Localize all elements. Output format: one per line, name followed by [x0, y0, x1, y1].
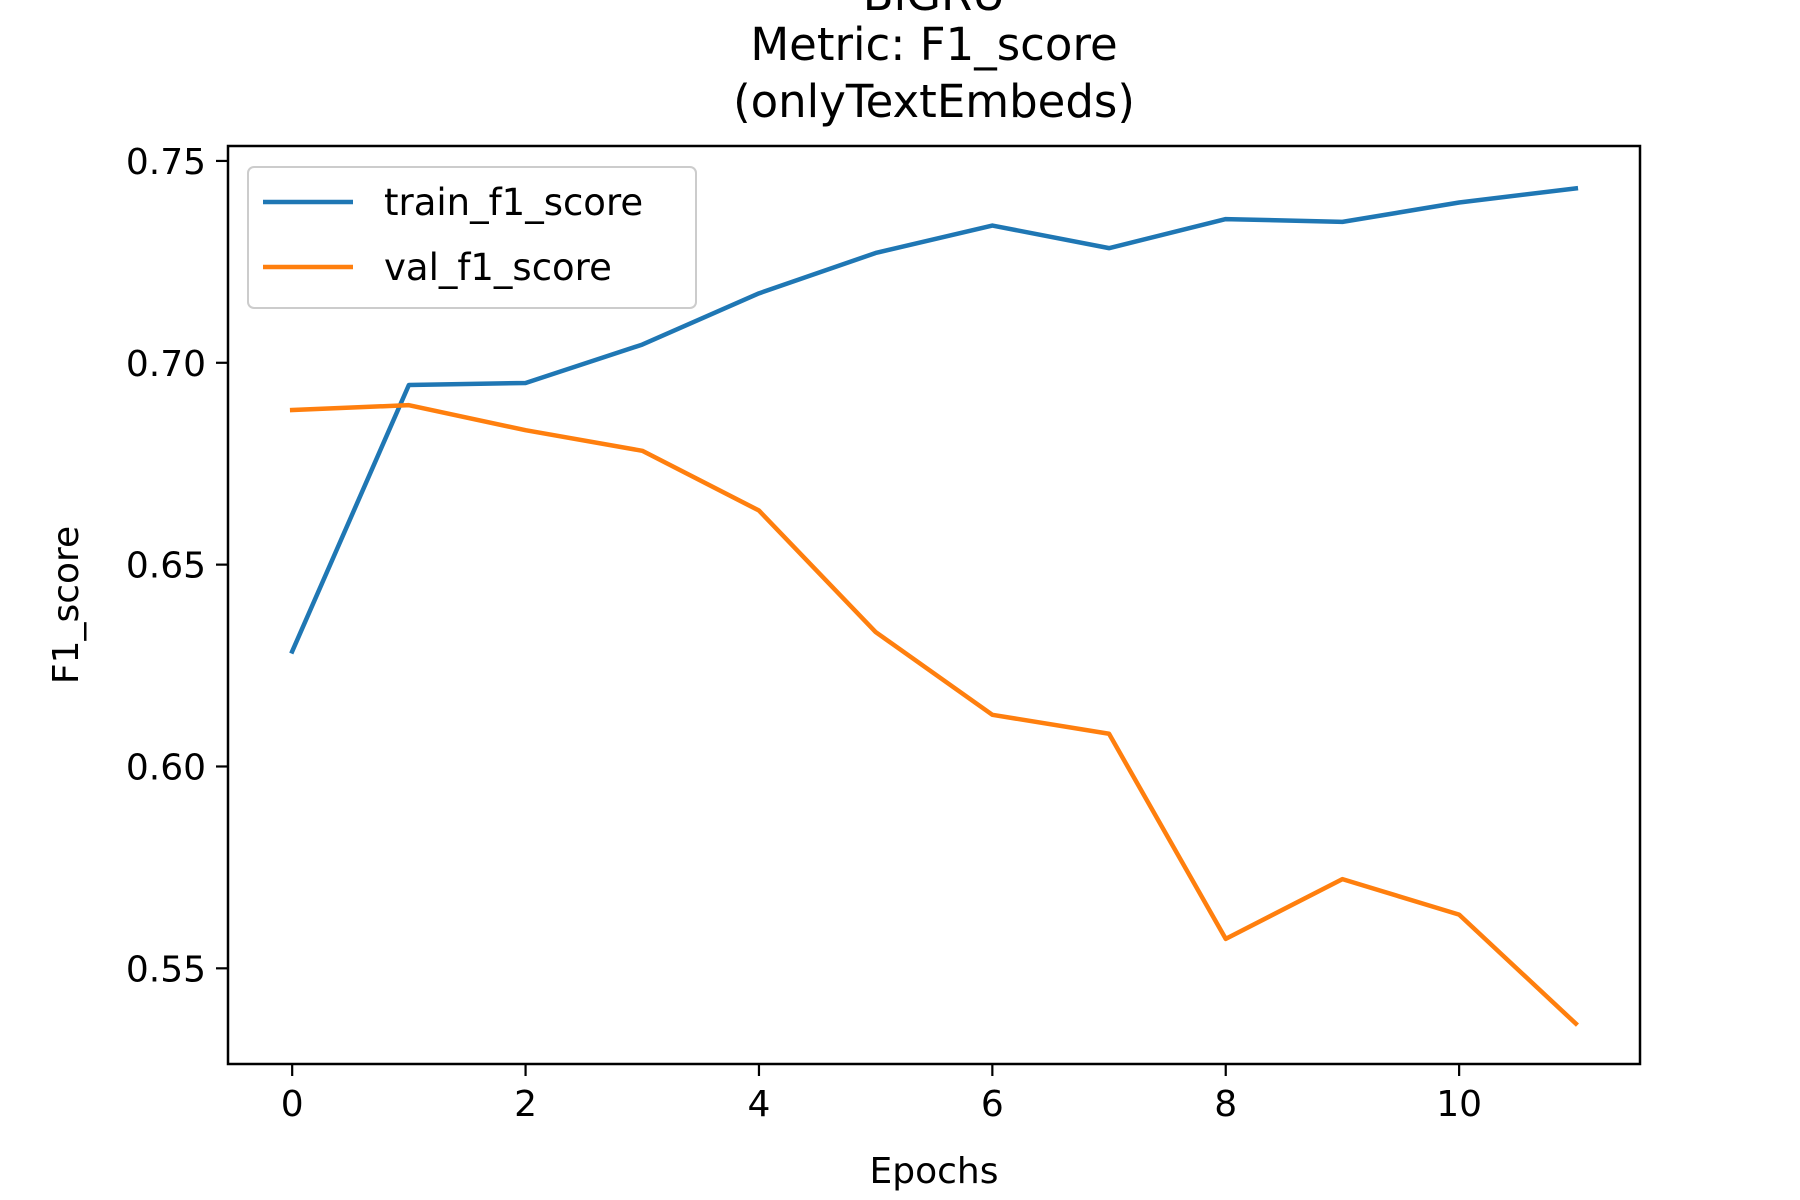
y-tick-label: 0.75 [126, 142, 206, 183]
y-axis-label: F1_score [46, 526, 87, 684]
chart-title-line-2: Metric: F1_score [750, 18, 1117, 71]
x-tick-label: 4 [748, 1084, 771, 1125]
y-tick-label: 0.70 [126, 344, 206, 385]
x-tick-label: 2 [514, 1084, 537, 1125]
legend: train_f1_score val_f1_score [247, 166, 697, 309]
series-layer [289, 185, 1580, 1027]
legend-box [247, 166, 697, 309]
chart-title-line-3: (onlyTextEmbeds) [733, 75, 1135, 128]
y-tick-label: 0.60 [126, 747, 206, 788]
x-tick-label: 8 [1214, 1084, 1237, 1125]
legend-label-train: train_f1_score [384, 181, 643, 224]
chart-title-line-1: BiGRU [863, 0, 1005, 21]
legend-label-val: val_f1_score [384, 246, 612, 289]
x-tick-label: 0 [281, 1084, 304, 1125]
y-tick-label: 0.65 [126, 546, 206, 587]
series-line-train-f1-score [289, 185, 1579, 655]
chart-title: BiGRU Metric: F1_score (onlyTextEmbeds) [733, 0, 1135, 128]
plot-area [226, 144, 1642, 1066]
x-axis-label: Epochs [870, 1151, 999, 1192]
x-tick-label: 10 [1436, 1084, 1482, 1125]
y-tick-label: 0.55 [126, 949, 206, 990]
x-axis-ticks: 0 2 4 6 8 10 [281, 1064, 1482, 1125]
x-tick-label: 6 [981, 1084, 1004, 1125]
series-line-val-f1-score [289, 402, 1580, 1027]
y-axis-ticks: 0.55 0.60 0.65 0.70 0.75 [126, 142, 228, 990]
